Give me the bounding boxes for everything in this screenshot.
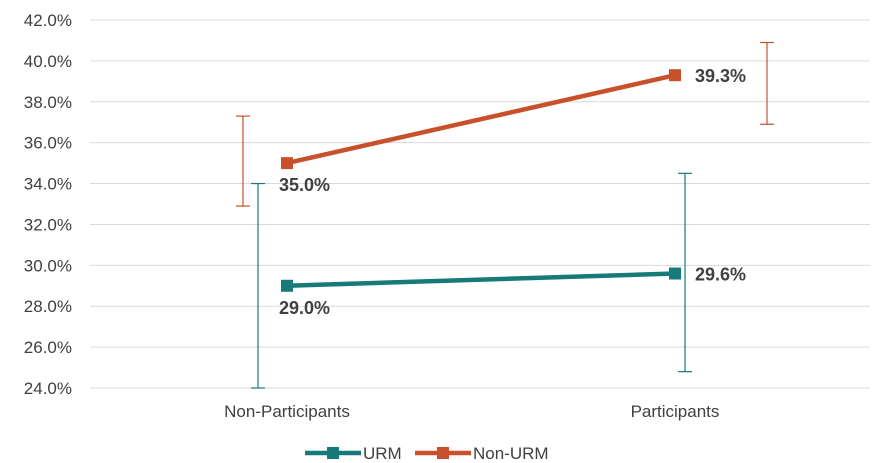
gridlines bbox=[90, 19, 870, 389]
y-tick-label: 24.0% bbox=[24, 379, 72, 398]
data-point-marker bbox=[669, 69, 681, 82]
series-lines bbox=[281, 69, 681, 292]
legend-swatch-marker bbox=[327, 447, 339, 459]
y-tick-label: 40.0% bbox=[24, 52, 72, 71]
y-tick-label: 28.0% bbox=[24, 297, 72, 316]
data-labels: 29.0% 29.6% 35.0% 39.3% bbox=[279, 66, 746, 318]
data-label: 39.3% bbox=[695, 66, 746, 86]
data-label: 35.0% bbox=[279, 175, 330, 195]
y-tick-label: 30.0% bbox=[24, 256, 72, 275]
data-point-marker bbox=[669, 267, 681, 280]
y-tick-label: 26.0% bbox=[24, 338, 72, 357]
legend: URM Non-URM bbox=[305, 444, 549, 463]
series-line-urm bbox=[286, 271, 676, 289]
y-axis-tick-labels: 24.0% 26.0% 28.0% 30.0% 32.0% 34.0% 36.0% 38.0%… bbox=[24, 11, 72, 398]
legend-label: URM bbox=[363, 444, 402, 463]
data-label: 29.0% bbox=[279, 298, 330, 318]
y-tick-label: 34.0% bbox=[24, 175, 72, 194]
y-tick-label: 36.0% bbox=[24, 134, 72, 153]
x-axis-tick-labels: Non-Participants Participants bbox=[224, 402, 719, 421]
y-tick-label: 32.0% bbox=[24, 215, 72, 234]
data-label: 29.6% bbox=[695, 265, 746, 285]
data-point-marker bbox=[281, 279, 293, 292]
data-point-marker bbox=[281, 157, 293, 170]
error-bars bbox=[236, 41, 774, 389]
legend-swatch-marker bbox=[437, 447, 449, 459]
x-tick-label: Non-Participants bbox=[224, 402, 350, 421]
series-line-non-urm bbox=[286, 73, 676, 166]
x-tick-label: Participants bbox=[631, 402, 720, 421]
y-tick-label: 38.0% bbox=[24, 93, 72, 112]
legend-label: Non-URM bbox=[473, 444, 549, 463]
y-tick-label: 42.0% bbox=[24, 11, 72, 30]
